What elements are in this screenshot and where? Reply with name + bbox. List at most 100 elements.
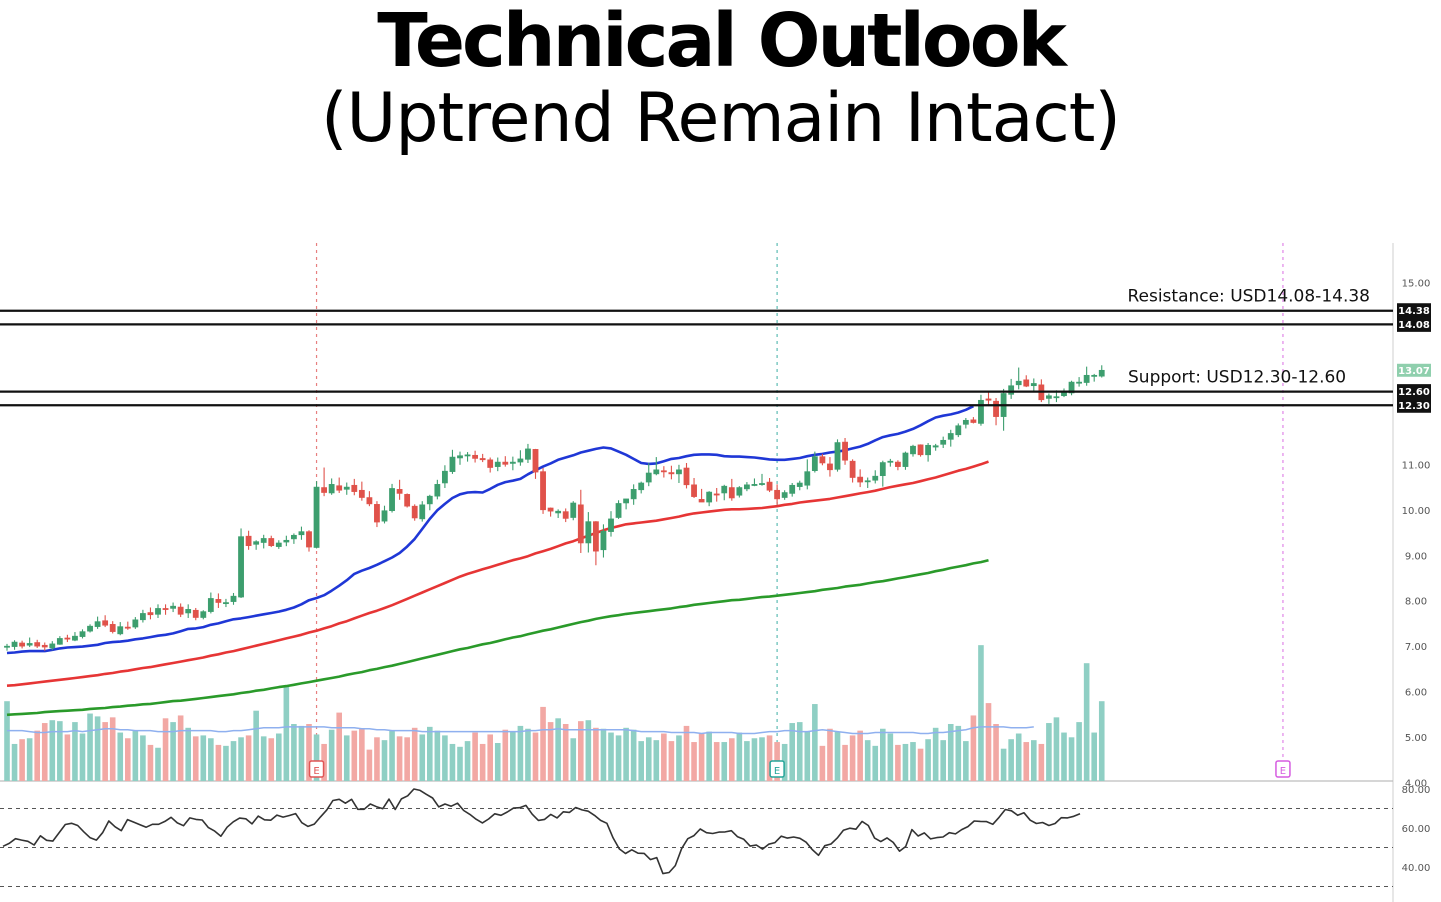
candle-body — [978, 399, 984, 424]
volume-bar — [147, 744, 154, 781]
candle-body — [200, 611, 207, 618]
candle-body — [109, 624, 116, 632]
candle — [306, 530, 312, 552]
last-price-tag — [1397, 363, 1431, 377]
candle — [849, 459, 856, 483]
volume-bar — [729, 738, 735, 781]
candle — [1076, 377, 1082, 387]
candle — [238, 528, 244, 598]
candle-body — [389, 488, 395, 512]
candle — [872, 470, 879, 484]
candle — [321, 467, 327, 497]
volume-bar — [593, 727, 599, 781]
volume-bar — [1068, 737, 1075, 781]
candle-body — [789, 484, 796, 494]
candle — [419, 501, 426, 522]
candle — [645, 462, 652, 487]
candle-body — [124, 626, 131, 629]
candle-body — [630, 489, 637, 500]
candle-body — [827, 463, 833, 471]
candle-body — [72, 635, 78, 641]
volume-bar — [1076, 722, 1082, 781]
volume-bar — [585, 720, 592, 781]
candle — [728, 478, 735, 501]
volume-bar — [796, 722, 803, 781]
volume-bar — [540, 706, 546, 781]
candle — [789, 482, 796, 497]
candle-body — [962, 419, 969, 425]
chart-grid — [0, 243, 1394, 902]
volume-bar — [555, 718, 561, 781]
volume-bar — [192, 736, 199, 781]
candle-body — [404, 494, 411, 507]
volume-bar — [109, 717, 116, 781]
candle — [962, 417, 969, 429]
candle — [668, 465, 675, 480]
candle-body — [532, 449, 539, 473]
volume-bar — [600, 728, 607, 781]
candle-body — [517, 458, 524, 463]
candle — [132, 617, 139, 629]
candle — [1068, 380, 1075, 396]
volume-bar — [1098, 701, 1105, 781]
volume-bar — [170, 722, 176, 781]
support-price-label: 12.30 — [1398, 401, 1430, 412]
candle — [781, 490, 788, 500]
candle — [811, 451, 818, 473]
price-tick-label: 8.00 — [1405, 597, 1427, 608]
volume-bar — [449, 743, 456, 781]
candle — [683, 462, 690, 489]
volume-bar — [313, 734, 320, 781]
candle-body — [819, 456, 826, 464]
candle — [585, 512, 592, 553]
volume-bar — [434, 730, 441, 781]
volume-average-line — [7, 726, 1034, 735]
candle — [970, 417, 977, 424]
candle-body — [547, 507, 554, 512]
volume-bar — [374, 737, 380, 781]
volume-bar — [819, 745, 826, 781]
volume-bar — [26, 738, 33, 781]
candle-body — [525, 448, 531, 460]
candle — [842, 437, 848, 465]
candle-body — [1023, 379, 1030, 387]
volume-bar — [683, 725, 690, 781]
candle-body — [366, 497, 373, 505]
candle-body — [683, 467, 690, 486]
candle — [819, 453, 826, 466]
candle — [79, 629, 86, 639]
candle-body — [283, 539, 290, 543]
candle-body — [260, 538, 267, 543]
volume-bar — [910, 742, 916, 781]
candle-body — [713, 493, 720, 496]
volume-bar — [751, 738, 758, 781]
last-price-label: 13.07 — [1398, 366, 1430, 377]
candle-body — [313, 486, 320, 548]
candle-body — [917, 444, 924, 456]
volume-bar — [978, 645, 984, 781]
volume-bar — [1061, 732, 1067, 781]
candle-body — [562, 511, 569, 519]
candle — [525, 443, 531, 463]
candle — [64, 634, 71, 643]
candle-body — [336, 485, 343, 491]
candle — [404, 493, 411, 508]
candle — [857, 469, 864, 488]
volume-bar — [970, 715, 977, 781]
price-tick-label: 4.00 — [1405, 779, 1427, 790]
candle-body — [932, 445, 939, 448]
candle-body — [894, 461, 901, 467]
candle — [34, 639, 41, 648]
candle-body — [706, 491, 713, 503]
volume-bar — [502, 729, 509, 781]
volume-bar — [510, 731, 516, 781]
candle — [290, 533, 297, 544]
candle — [396, 479, 403, 500]
candle — [1008, 378, 1015, 399]
candle — [328, 478, 335, 495]
levels: 14.38 14.08 12.60 12.30 Resistance: USD14.08… — [0, 287, 1431, 413]
candle — [774, 484, 780, 505]
volume-bar — [985, 703, 992, 781]
candle — [1061, 388, 1067, 398]
volume-bar — [404, 737, 410, 781]
